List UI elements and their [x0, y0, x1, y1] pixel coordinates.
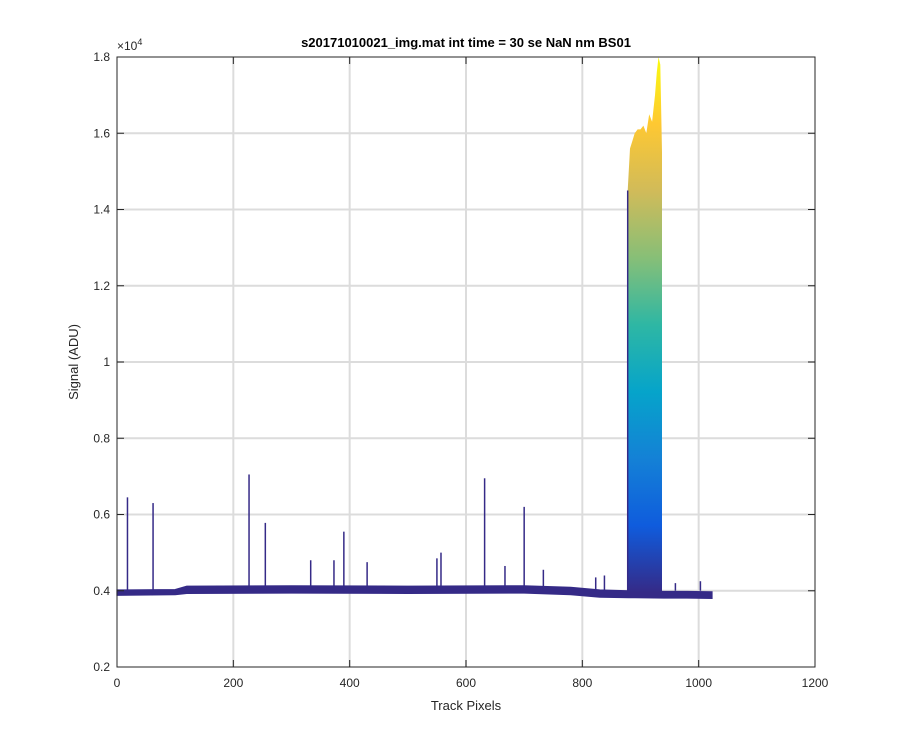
y-tick-label: 1.2 [93, 279, 110, 293]
x-tick-label: 600 [456, 676, 476, 690]
chart-title: s20171010021_img.mat int time = 30 se Na… [301, 35, 631, 50]
y-tick-label: 1.6 [93, 126, 110, 140]
y-tick-label: 0.2 [93, 660, 110, 674]
y-tick-label: 1 [103, 355, 110, 369]
tick-marks [116, 56, 816, 668]
y-tick-label: 1.4 [93, 203, 110, 217]
x-tick-label: 1200 [802, 676, 829, 690]
x-tick-label: 0 [114, 676, 121, 690]
x-tick-labels: 0 200 400 600 800 1000 1200 [114, 676, 829, 690]
y-tick-label: 0.6 [93, 508, 110, 522]
y-exponent-label: ×104 [117, 37, 142, 53]
x-axis-label: Track Pixels [431, 698, 502, 713]
x-tick-label: 400 [340, 676, 360, 690]
x-tick-label: 800 [572, 676, 592, 690]
grid-lines [117, 57, 815, 667]
x-tick-label: 1000 [685, 676, 712, 690]
y-tick-label: 0.8 [93, 431, 110, 445]
baseline-band [116, 585, 713, 600]
data-layer [116, 57, 713, 600]
y-tick-labels: 0.2 0.4 0.6 0.8 1 1.2 1.4 1.6 1.8 [93, 50, 110, 674]
signal-peak [627, 57, 662, 593]
y-tick-label: 1.8 [93, 50, 110, 64]
x-tick-label: 200 [223, 676, 243, 690]
y-tick-label: 0.4 [93, 584, 110, 598]
y-axis-label: Signal (ADU) [66, 324, 81, 400]
